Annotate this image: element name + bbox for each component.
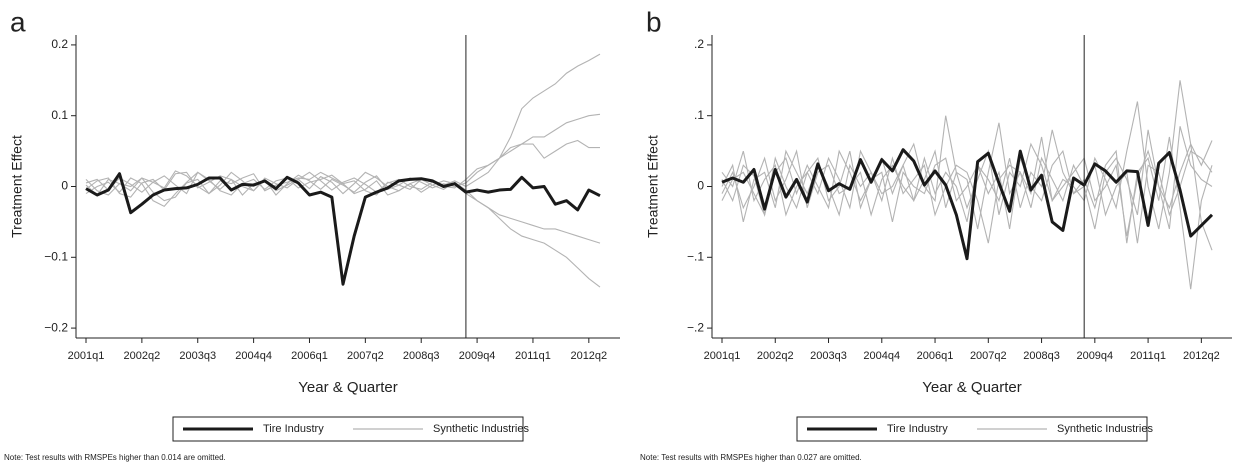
- x-tick-label: 2007q2: [347, 350, 384, 362]
- synthetic-line: [85, 171, 601, 244]
- y-tick-label: −0.2: [44, 320, 68, 334]
- synthetic-line: [85, 53, 601, 195]
- x-tick-label: 2009q4: [1076, 350, 1113, 362]
- x-tick-label: 2008q3: [1023, 350, 1060, 362]
- tire-line: [721, 148, 1214, 261]
- y-tick-label: .2: [694, 37, 704, 51]
- synthetic-line: [85, 171, 601, 288]
- y-axis-title: Treatment Effect: [9, 135, 25, 238]
- x-tick-label: 2003q3: [179, 350, 216, 362]
- x-axis-title: Year & Quarter: [298, 379, 398, 396]
- synthetic-line: [721, 149, 1213, 244]
- tire-line: [85, 172, 601, 286]
- y-tick-label: −.1: [687, 249, 704, 263]
- x-tick-label: 2009q4: [459, 350, 496, 362]
- synthetic-line: [721, 80, 1213, 230]
- y-axis-title: Treatment Effect: [645, 135, 661, 238]
- y-tick-label: −0.1: [44, 249, 68, 263]
- x-tick-label: 2002q2: [124, 350, 161, 362]
- note: Note: Test results with RMSPEs higher th…: [640, 453, 862, 462]
- y-tick-label: .1: [694, 108, 704, 122]
- x-tick-label: 2007q2: [970, 350, 1007, 362]
- y-tick-label: 0.2: [51, 37, 68, 51]
- x-tick-label: 2003q3: [810, 350, 847, 362]
- legend-label: Tire Industry: [263, 423, 324, 435]
- legend-label: Synthetic Industries: [433, 423, 529, 435]
- x-tick-label: 2002q2: [757, 350, 794, 362]
- x-tick-label: 2001q1: [68, 350, 105, 362]
- x-tick-label: 2011q1: [515, 350, 551, 362]
- y-tick-label: 0.1: [51, 108, 68, 122]
- x-tick-label: 2006q1: [291, 350, 328, 362]
- y-tick-label: 0: [697, 179, 704, 193]
- x-tick-label: 2008q3: [403, 350, 440, 362]
- synthetic-line: [721, 126, 1213, 244]
- panel-label: a: [10, 6, 26, 37]
- x-tick-label: 2001q1: [704, 350, 741, 362]
- panel-label: b: [646, 6, 662, 37]
- x-axis-title: Year & Quarter: [922, 379, 1022, 396]
- synthetic-line: [85, 139, 600, 196]
- x-tick-label: 2012q2: [1183, 350, 1220, 362]
- legend-label: Tire Industry: [887, 423, 948, 435]
- synthetic-line: [721, 122, 1213, 251]
- x-tick-label: 2004q4: [863, 350, 900, 362]
- y-tick-label: −.2: [687, 320, 704, 334]
- legend-label: Synthetic Industries: [1057, 423, 1153, 435]
- y-tick-label: 0: [61, 179, 68, 193]
- note: Note: Test results with RMSPEs higher th…: [4, 453, 226, 462]
- x-tick-label: 2011q1: [1130, 350, 1166, 362]
- x-tick-label: 2006q1: [917, 350, 954, 362]
- x-tick-label: 2012q2: [570, 350, 607, 362]
- x-tick-label: 2004q4: [235, 350, 272, 362]
